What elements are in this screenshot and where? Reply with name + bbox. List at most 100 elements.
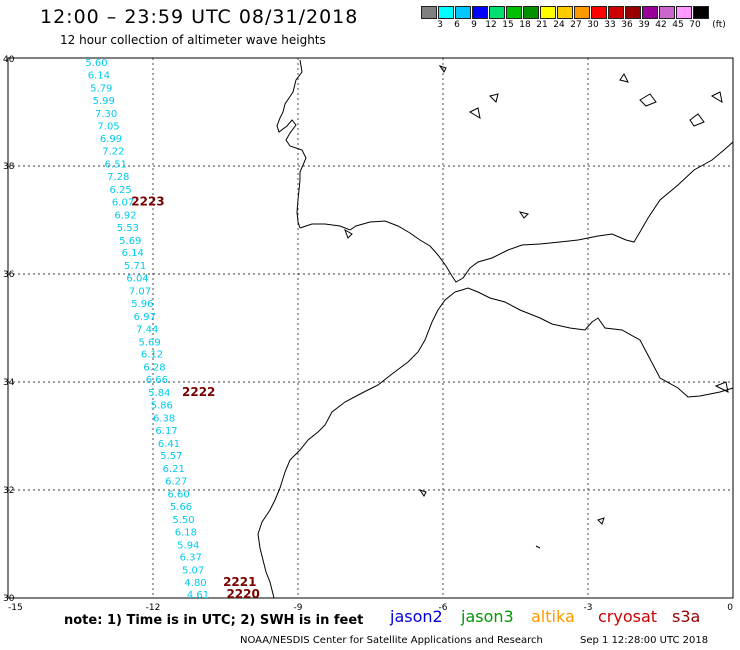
wave-height-reading: 6.25 [110,185,132,196]
legend-altika: altika [531,607,575,626]
wave-height-reading: 6.38 [153,413,175,424]
longitude-label: -9 [294,603,303,613]
pass-number-label: 2223 [131,194,164,208]
island-8 [438,65,447,73]
iberia-west-coast [276,59,307,229]
wave-height-reading: 5.99 [93,96,115,107]
wave-height-reading: 6.28 [143,363,165,374]
island-9 [714,381,729,393]
wave-height-reading: 7.05 [97,121,119,132]
wave-height-reading: 6.51 [105,160,127,171]
color-scale-label: 27 [570,20,582,30]
color-scale-label: 42 [655,20,667,30]
latitude-label: 32 [3,486,14,496]
island-7 [489,93,499,103]
footer-timestamp: Sep 1 12:28:00 UTC 2018 [580,635,709,646]
color-swatch [421,6,437,19]
map-frame [7,57,734,599]
color-swatch [693,6,709,19]
wave-height-reading: 5.50 [172,515,194,526]
wave-height-reading: 5.07 [182,566,204,577]
island-11 [597,517,605,525]
wave-height-reading: 6.21 [163,464,185,475]
wave-height-reading: 6.18 [175,527,197,538]
wave-height-reading: 6.17 [155,426,177,437]
latitude-label: 30 [3,594,15,604]
latitude-label: 40 [3,55,15,65]
wave-height-reading: 5.86 [151,400,173,411]
color-swatch [625,6,641,19]
wave-height-reading: 5.57 [160,451,182,462]
island-10 [418,489,427,497]
longitude-label: -12 [146,603,161,613]
wave-height-reading: 7.30 [95,109,117,120]
island-3 [689,113,705,127]
wave-height-reading: 6.14 [122,248,144,259]
graticule [8,58,733,598]
footnote: note: 1) Time is in UTC; 2) SWH is in fe… [64,613,364,628]
color-swatch [489,6,505,19]
wave-height-reading: 7.28 [107,172,129,183]
pass-number-label: 2222 [182,385,215,399]
latitude-label: 34 [3,378,15,388]
wave-height-reading: 7.44 [136,324,158,335]
color-scale: 3 6 9 12 15 18 21 24 27 30 33 36 39 42 45 70 (ft) [421,6,740,31]
wave-height-reading: 6.14 [88,71,110,82]
wave-height-reading: 6.04 [126,274,148,285]
wave-height-reading: 6.37 [180,553,202,564]
island-12 [535,545,541,549]
wave-height-reading: 5.53 [117,223,139,234]
color-swatch [642,6,658,19]
latitude-label: 38 [3,162,15,172]
wave-height-reading: 5.66 [170,502,192,513]
color-scale-swatches [421,6,740,19]
wave-height-reading: 6.12 [141,350,163,361]
wave-height-reading: 5.69 [139,337,161,348]
wave-height-reading: 7.22 [102,147,124,158]
wave-height-reading: 6.07 [112,197,134,208]
wave-height-reading: 4.61 [187,590,209,601]
morocco-north-coast [454,287,734,398]
color-scale-label: 30 [587,20,599,30]
color-swatch [472,6,488,19]
legend-jason3: jason3 [461,607,514,626]
color-scale-label: 3 [437,20,443,30]
coastline [257,59,734,599]
wave-height-reading: 5.60 [85,58,107,69]
pass-number-label: 2220 [226,587,259,601]
wave-height-reading: 5.71 [124,261,146,272]
wave-height-reading: 6.99 [100,134,122,145]
wave-height-reading: 5.69 [119,236,141,247]
legend-s3a: s3a [672,607,701,626]
island-13 [344,228,353,239]
color-swatch [676,6,692,19]
pass-number-label: 2221 [223,575,256,589]
island-2 [639,93,657,107]
color-swatch [523,6,539,19]
map-title: 12:00 – 23:59 UTC 08/31/2018 [40,6,359,28]
color-scale-label: 6 [454,20,460,30]
wave-height-reading: 5.96 [131,299,153,310]
color-scale-label: 39 [638,20,650,30]
altimeter-track: 5.606.145.795.997.307.056.997.226.517.28… [85,58,260,601]
footer-credit: NOAA/NESDIS Center for Satellite Applica… [240,635,543,646]
wave-height-reading: 4.80 [184,578,206,589]
wave-height-reading: 6.97 [134,312,156,323]
color-scale-labels: 3 6 9 12 15 18 21 24 27 30 33 36 39 42 45 70 (ft) [421,19,740,31]
island-5 [518,211,529,219]
color-swatch [455,6,471,19]
color-swatch [591,6,607,19]
wave-height-reading: 6.27 [165,477,187,488]
longitude-label: -6 [439,603,448,613]
wave-height-reading: 7.07 [129,287,151,298]
color-scale-unit: (ft) [712,20,726,30]
color-scale-label: 18 [519,20,531,30]
color-scale-label: 33 [604,20,616,30]
iberia-south-coast [299,141,734,283]
color-scale-label: 9 [471,20,477,30]
longitude-label: 0 [727,603,733,613]
morocco-atlantic-coast [257,291,456,599]
wave-height-reading: 6.66 [146,375,168,386]
island-1 [619,73,629,83]
